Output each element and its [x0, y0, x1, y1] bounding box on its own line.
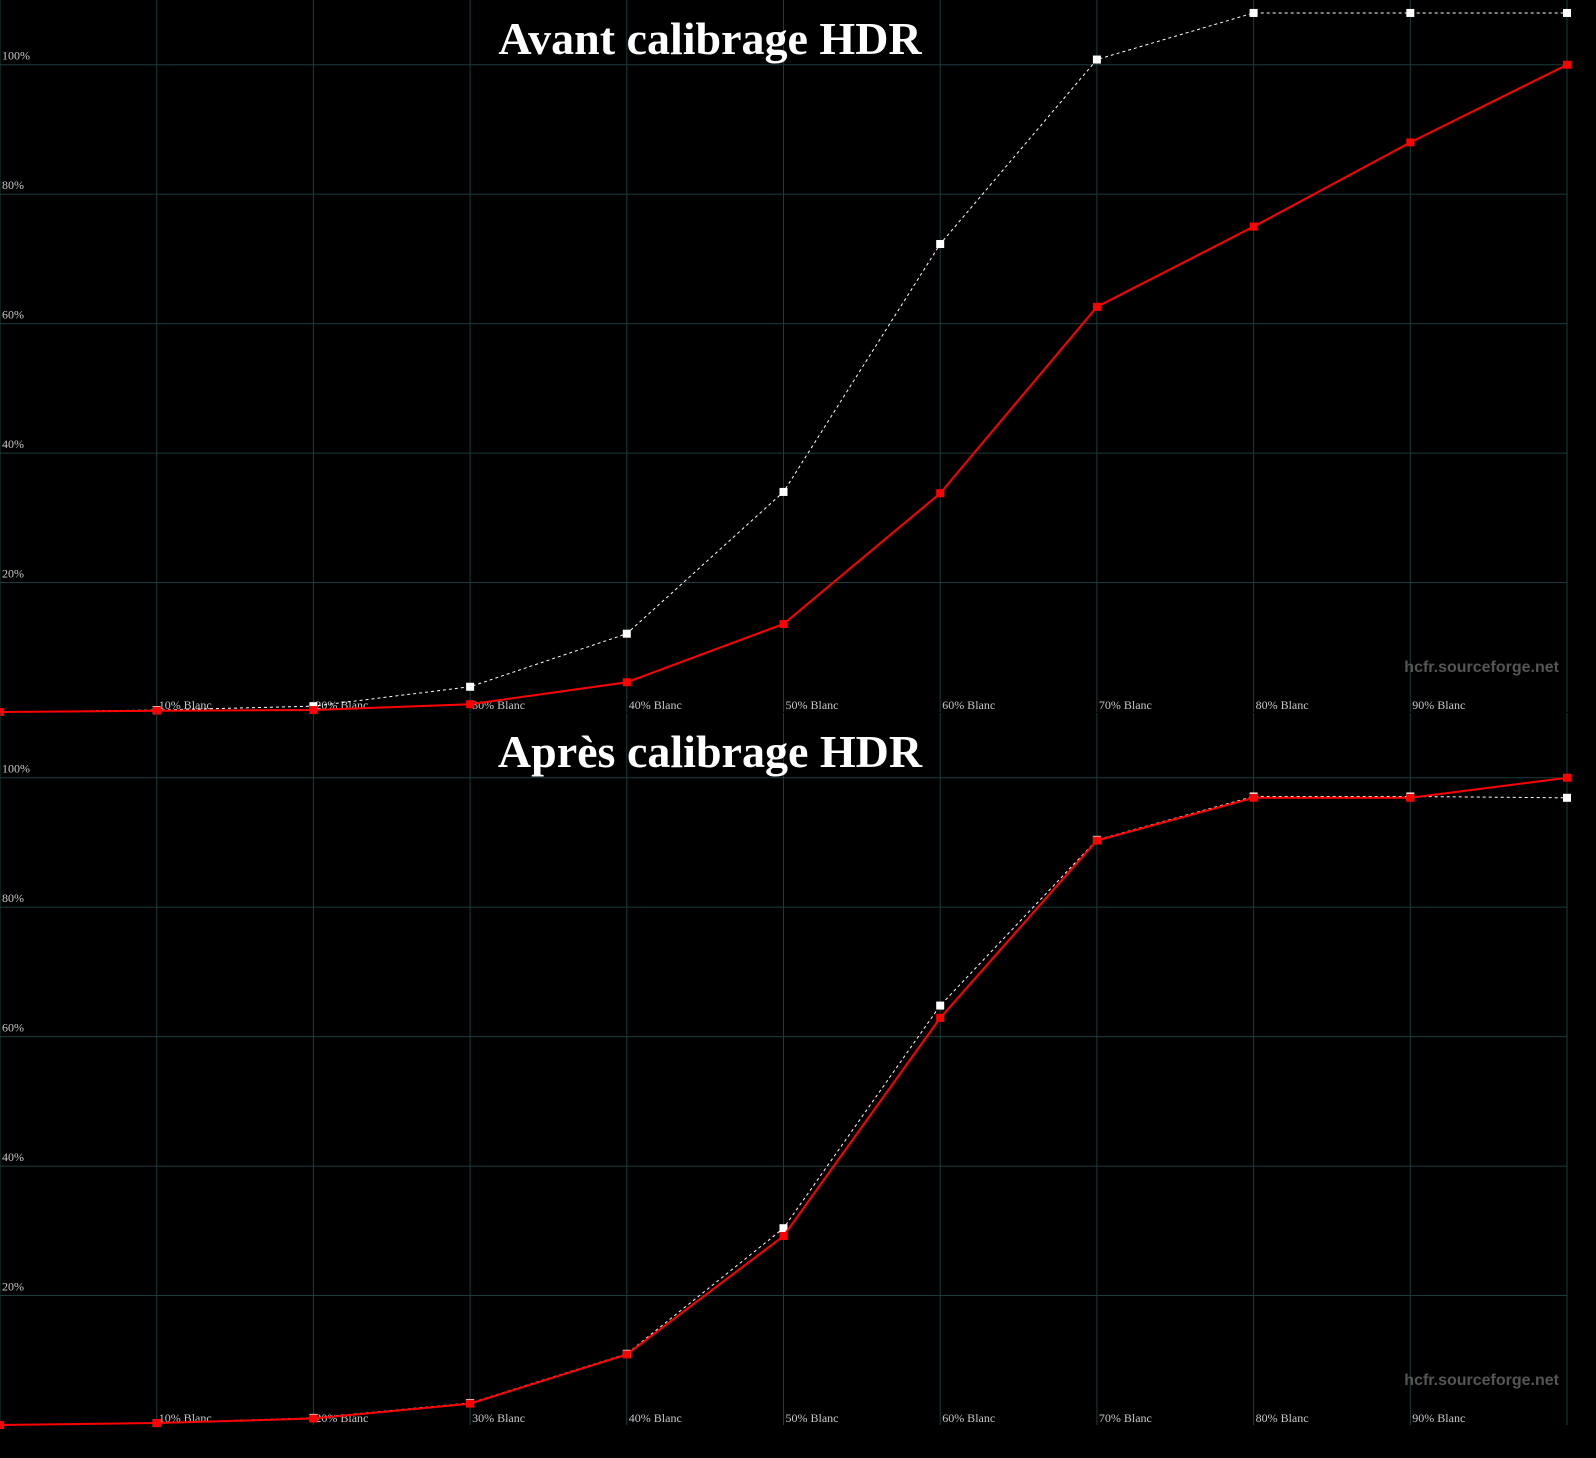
point [466, 1399, 475, 1408]
y-tick-label: 80% [2, 178, 24, 192]
y-tick-label: 100% [2, 49, 30, 63]
point [779, 1231, 788, 1240]
point [1406, 793, 1415, 802]
x-tick-label: 50% Blanc [786, 698, 839, 712]
watermark: hcfr.sourceforge.net [1404, 1372, 1559, 1389]
point [0, 1421, 4, 1429]
chart-title: Après calibrage HDR [498, 726, 923, 777]
point [936, 1013, 945, 1022]
point [1563, 8, 1571, 17]
x-tick-label: 50% Blanc [786, 1411, 839, 1425]
point [309, 706, 318, 715]
y-tick-label: 80% [2, 891, 24, 905]
point [1092, 302, 1101, 311]
y-tick-label: 60% [2, 308, 24, 322]
point [1563, 773, 1571, 782]
chart-title: Avant calibrage HDR [498, 13, 922, 64]
y-tick-label: 40% [2, 437, 24, 451]
point [1563, 793, 1571, 802]
x-tick-label: 70% Blanc [1099, 1411, 1152, 1425]
point [936, 1001, 945, 1010]
x-tick-label: 40% Blanc [629, 698, 682, 712]
x-tick-label: 40% Blanc [629, 1411, 682, 1425]
point [936, 489, 945, 498]
x-tick-label: 10% Blanc [159, 698, 212, 712]
y-tick-label: 20% [2, 1280, 24, 1294]
x-tick-label: 80% Blanc [1256, 1411, 1309, 1425]
point [779, 1224, 788, 1233]
x-tick-label: 90% Blanc [1412, 1411, 1465, 1425]
point [622, 629, 631, 638]
point [622, 1350, 631, 1359]
point [1249, 222, 1258, 231]
point [1092, 836, 1101, 845]
point [1249, 793, 1258, 802]
point [466, 682, 475, 691]
y-tick-label: 60% [2, 1021, 24, 1035]
point [0, 708, 4, 716]
point [779, 487, 788, 496]
point [622, 678, 631, 687]
point [1406, 138, 1415, 147]
x-tick-label: 80% Blanc [1256, 698, 1309, 712]
point [152, 706, 161, 715]
y-tick-label: 100% [2, 762, 30, 776]
point [1249, 8, 1258, 17]
point [779, 619, 788, 628]
x-tick-label: 60% Blanc [942, 1411, 995, 1425]
x-tick-label: 30% Blanc [472, 1411, 525, 1425]
point [466, 700, 475, 709]
x-tick-label: 70% Blanc [1099, 698, 1152, 712]
x-tick-label: 60% Blanc [942, 698, 995, 712]
point [936, 240, 945, 249]
point [1563, 60, 1571, 69]
point [309, 1414, 318, 1423]
point [1092, 55, 1101, 64]
watermark: hcfr.sourceforge.net [1404, 659, 1559, 676]
y-tick-label: 20% [2, 567, 24, 581]
point [152, 1419, 161, 1428]
point [1406, 8, 1415, 17]
y-tick-label: 40% [2, 1150, 24, 1164]
x-tick-label: 90% Blanc [1412, 698, 1465, 712]
